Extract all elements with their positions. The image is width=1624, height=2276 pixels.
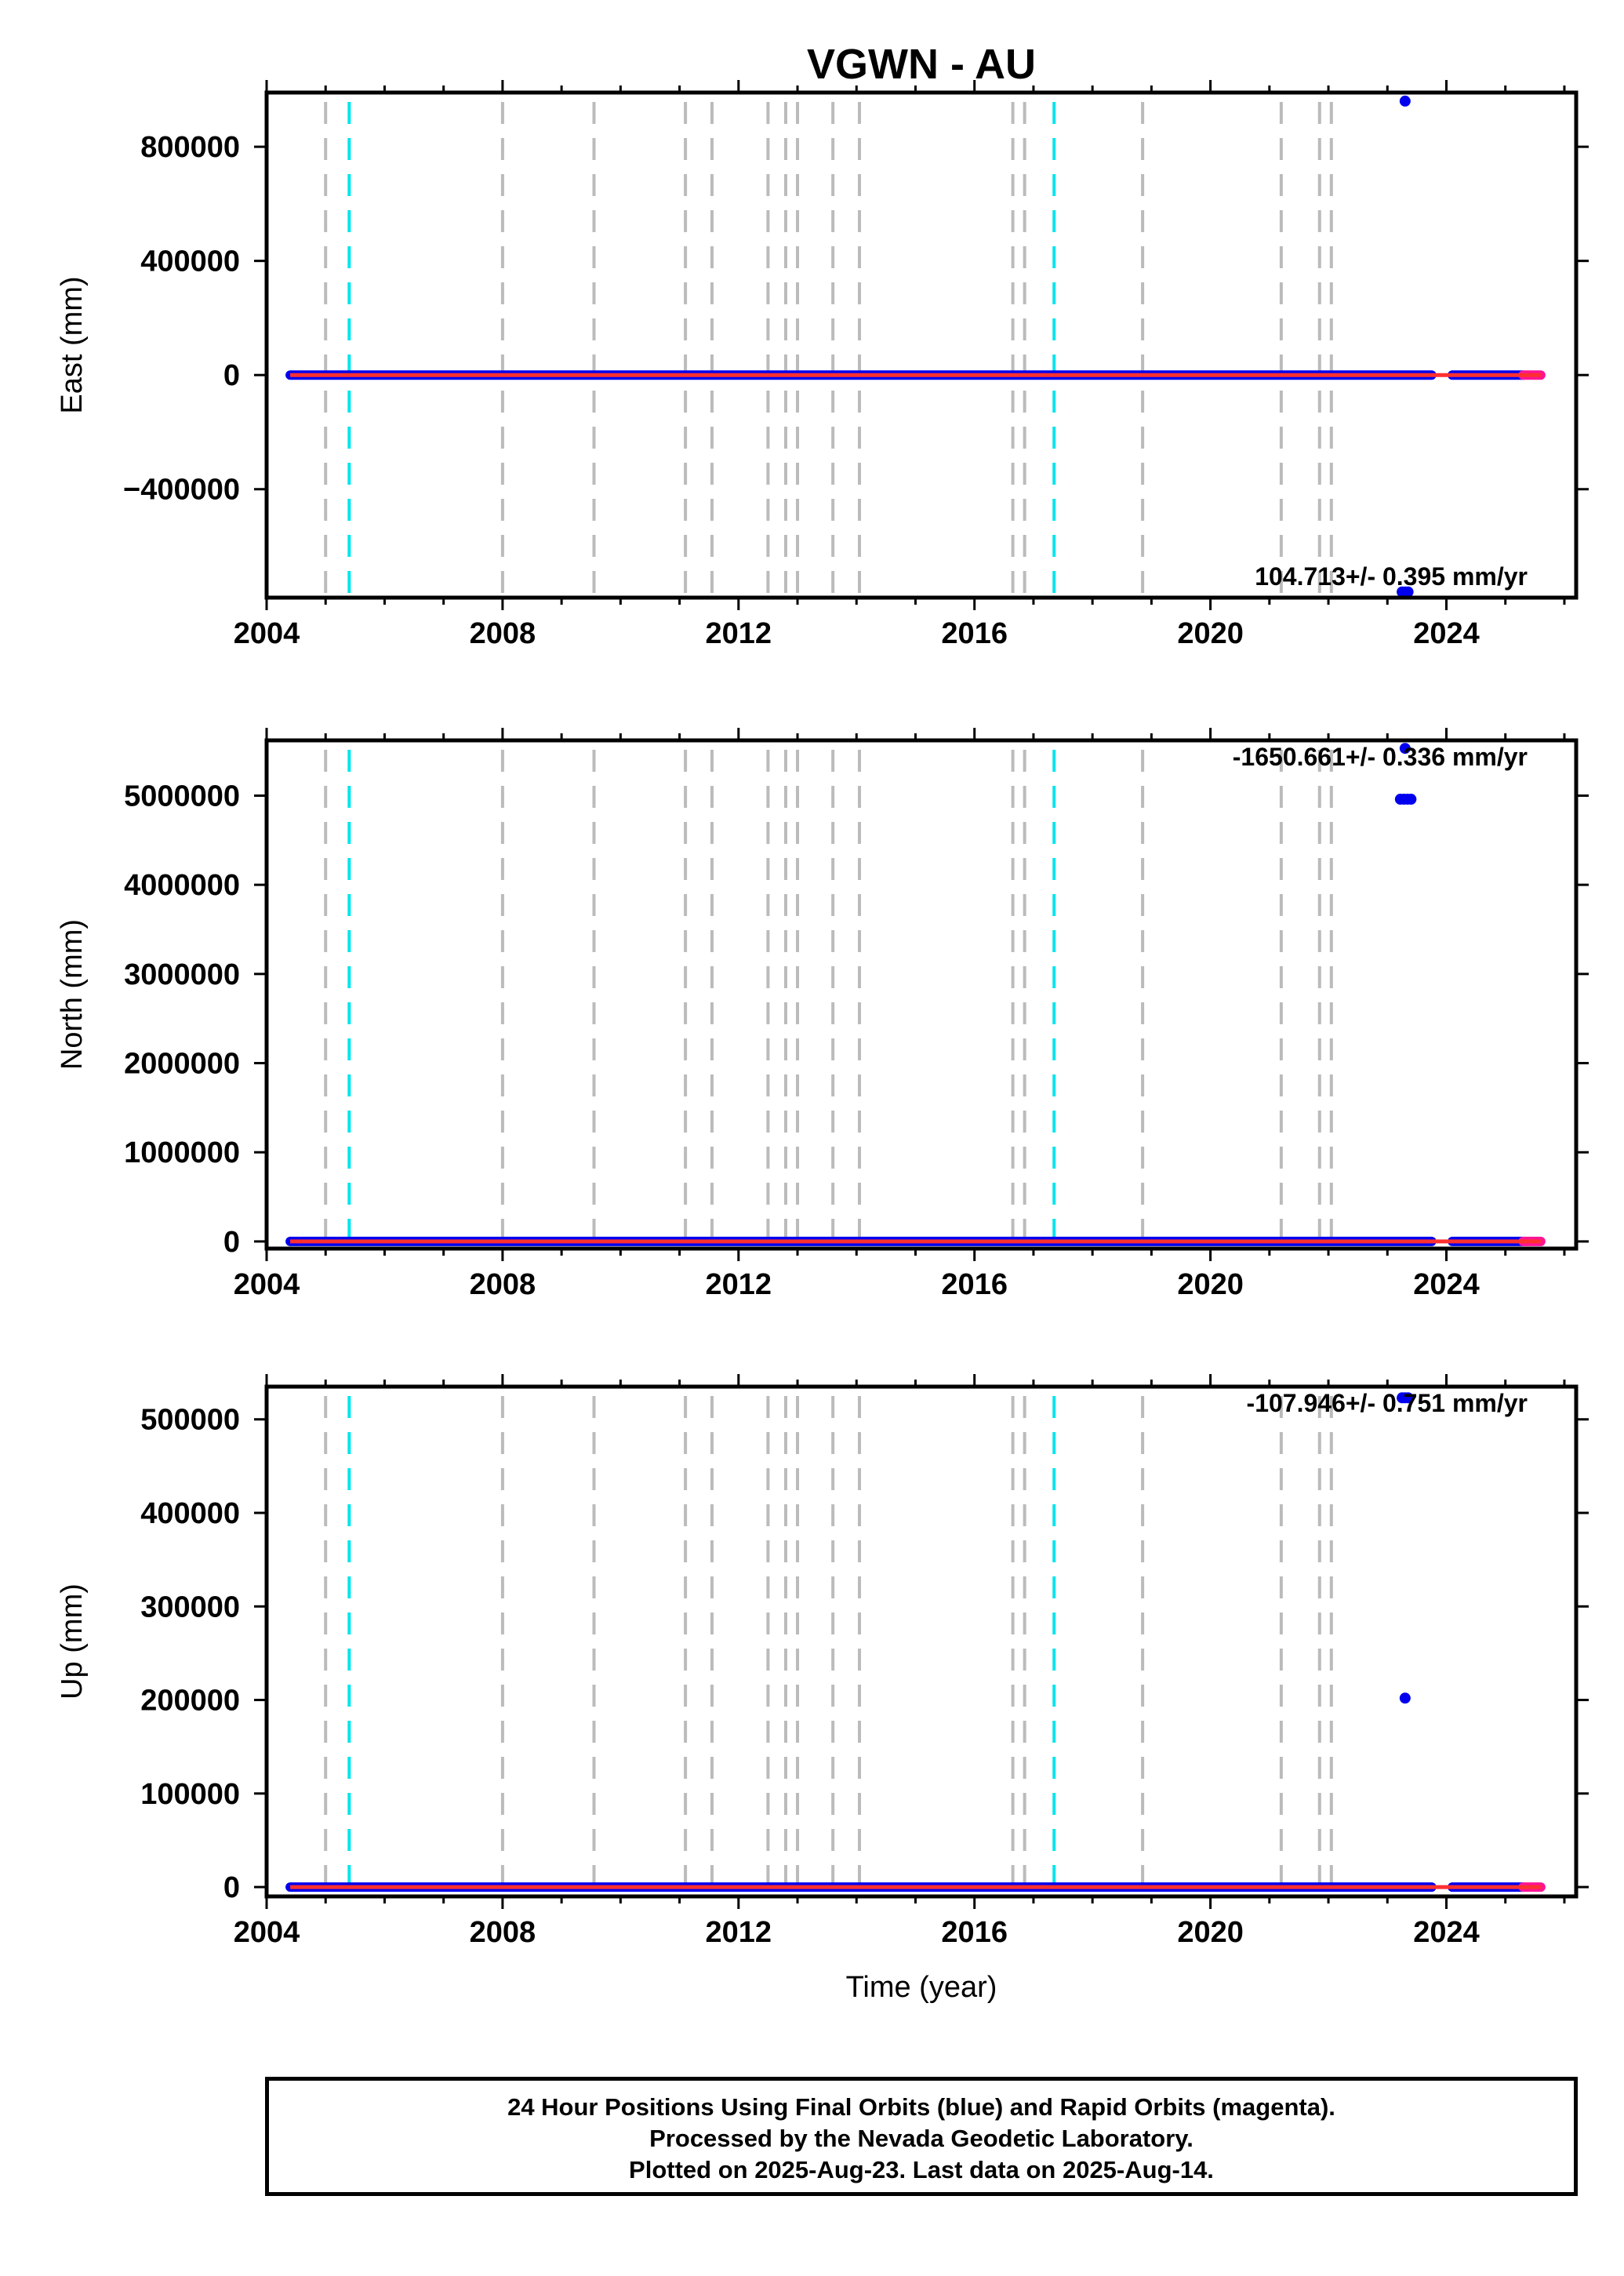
y-tick-label: 200000 [140,1685,240,1718]
x-tick-label: 2024 [1413,1916,1480,1949]
y-tick-label: 100000 [140,1778,240,1811]
data-point [1399,1692,1411,1704]
y-tick-label: 0 [223,1226,240,1259]
x-axis-label: Time (year) [846,1971,997,2004]
plot-frame [264,90,1579,600]
y-tick-label: 0 [223,359,240,392]
data-point [1402,586,1414,598]
x-tick-label: 2020 [1177,617,1244,650]
y-tick-label: 3000000 [124,958,240,991]
x-tick-label: 2024 [1413,617,1480,650]
y-tick-label: 300000 [140,1591,240,1623]
x-tick-label: 2004 [234,617,300,650]
rate-annotation: -107.946+/- 0.751 mm/yr [1247,1389,1528,1417]
x-tick-label: 2016 [941,617,1008,650]
panels: 2004 2008 2012 2016 2020 20248000004000000−40… [56,80,1589,2004]
x-tick-label: 2020 [1177,1268,1244,1301]
y-tick-label: 0 [223,1871,240,1904]
y-axis-label: North (mm) [56,919,89,1070]
footer-line-3: Plotted on 2025-Aug-23. Last data on 202… [629,2156,1214,2183]
panel-1: 2004 2008 2012 2016 2020 2024 800000 400000 0 −40… [56,80,1589,650]
y-tick-label: 800000 [140,131,240,164]
rate-annotation: -1650.661+/- 0.336 mm/yr [1233,743,1528,771]
data-point [1399,95,1411,107]
y-tick-label: 500000 [140,1404,240,1437]
x-tick-label: 2016 [941,1268,1008,1301]
panel-2: 2004 2008 2012 2016 2020 2024 5000000 4000000 30… [56,728,1589,1301]
data-point [1405,794,1417,805]
y-tick-label: 400000 [140,245,240,278]
y-axis-label: Up (mm) [56,1583,89,1700]
y-tick-label: 5000000 [124,780,240,813]
plot-frame [264,1384,1579,1899]
x-tick-label: 2012 [706,1268,772,1301]
y-tick-label: −400000 [123,474,240,507]
rate-annotation: 104.713+/- 0.395 mm/yr [1255,562,1528,591]
footer-line-2: Processed by the Nevada Geodetic Laborat… [649,2125,1193,2152]
x-tick-label: 2008 [470,1916,536,1949]
data-point [1399,743,1411,754]
x-tick-label: 2020 [1177,1916,1244,1949]
x-tick-label: 2012 [706,1916,772,1949]
x-tick-label: 2008 [470,1268,536,1301]
x-tick-label: 2004 [234,1916,300,1949]
y-tick-label: 1000000 [124,1136,240,1169]
y-tick-label: 4000000 [124,869,240,902]
plot-frame [264,738,1579,1251]
footer-box: 24 Hour Positions Using Final Orbits (bl… [265,2077,1578,2196]
chart-title: VGWN - AU [807,41,1036,88]
panel-3: 2004 2008 2012 2016 2020 2024 500000 400000 3000… [56,1374,1589,2004]
footer-line-1: 24 Hour Positions Using Final Orbits (bl… [507,2093,1335,2121]
x-tick-label: 2016 [941,1916,1008,1949]
y-axis-label: East (mm) [56,276,89,413]
data-point [1402,1392,1414,1404]
y-tick-label: 2000000 [124,1048,240,1081]
y-tick-label: 400000 [140,1497,240,1530]
x-tick-label: 2008 [470,617,536,650]
x-tick-label: 2024 [1413,1268,1480,1301]
x-tick-label: 2004 [234,1268,300,1301]
x-tick-label: 2012 [706,617,772,650]
